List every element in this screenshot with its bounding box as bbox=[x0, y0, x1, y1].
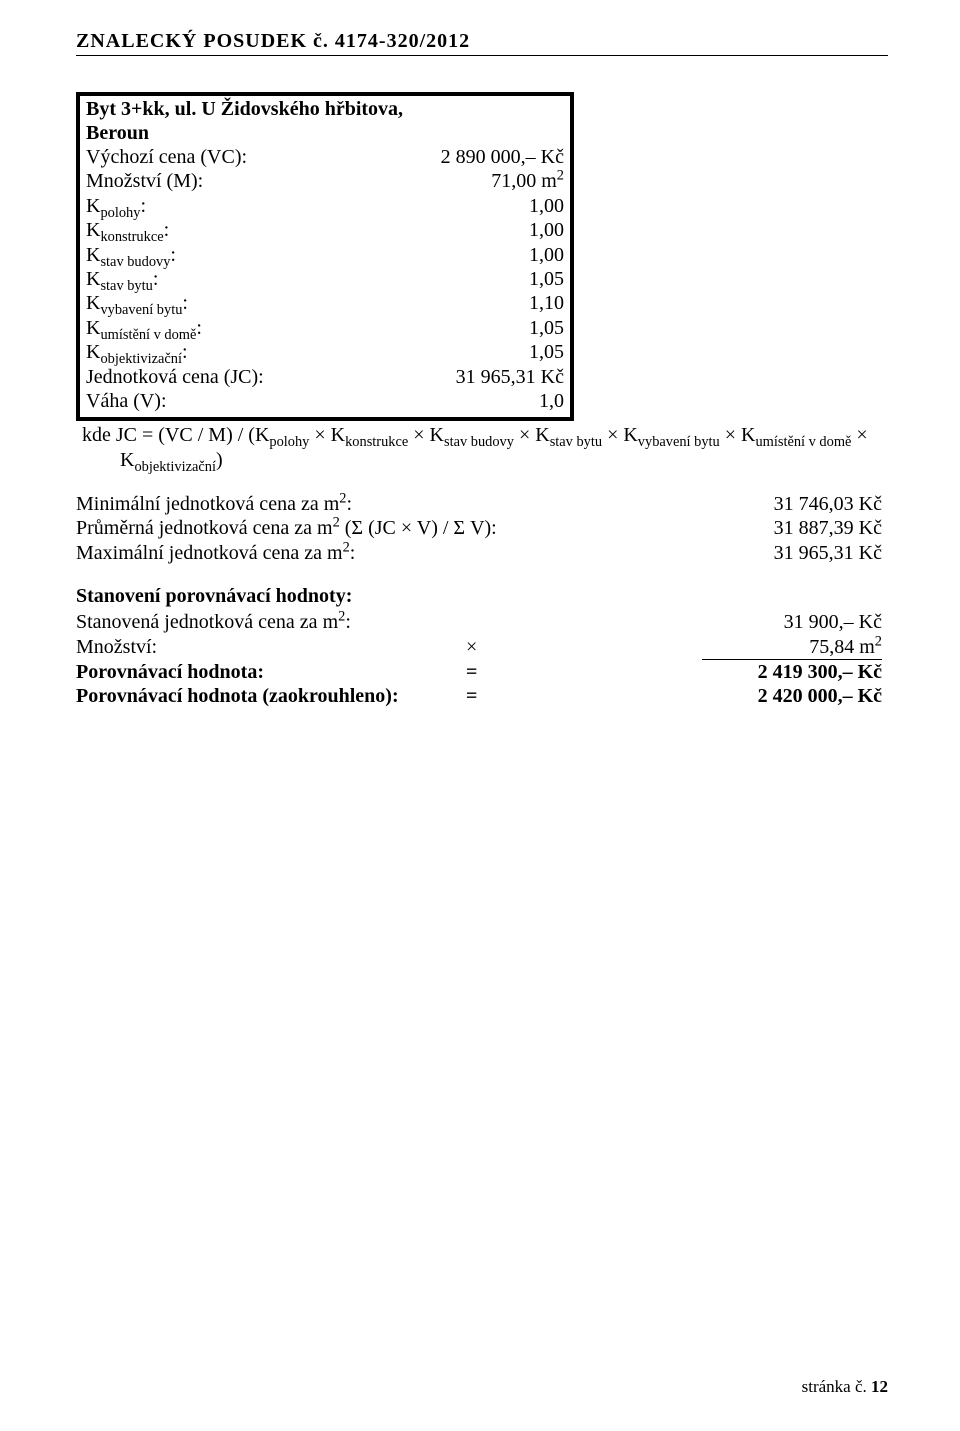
k-stav-budovy-label: Kstav budovy: bbox=[86, 243, 176, 267]
formula: kde JC = (VC / M) / (Kpolohy × Kkonstruk… bbox=[82, 423, 880, 472]
calc-box: Byt 3+kk, ul. U Židovského hřbitova, Ber… bbox=[76, 92, 574, 421]
porov-op: = bbox=[466, 660, 490, 684]
stats-block: Minimální jednotková cena za m2: 31 746,… bbox=[76, 492, 882, 565]
avg-value: 31 887,39 Kč bbox=[732, 516, 882, 540]
porov-z-label: Porovnávací hodnota (zaokrouhleno): bbox=[76, 684, 466, 708]
mnozstvi-value: 75,84 m2 bbox=[702, 635, 882, 660]
stanovena-value: 31 900,– Kč bbox=[490, 610, 882, 634]
k-konstrukce-value: 1,00 bbox=[529, 218, 564, 242]
row-porov-z: Porovnávací hodnota (zaokrouhleno): = 2 … bbox=[76, 684, 882, 708]
max-value: 31 965,31 Kč bbox=[732, 541, 882, 565]
row-m: Množství (M): 71,00 m2 bbox=[86, 169, 564, 193]
row-stanovena: Stanovená jednotková cena za m2: 31 900,… bbox=[76, 610, 882, 634]
k-stav-bytu-label: Kstav bytu: bbox=[86, 267, 158, 291]
k-polohy-label: Kpolohy: bbox=[86, 194, 146, 218]
row-avg: Průměrná jednotková cena za m2 (Σ (JC × … bbox=[76, 516, 882, 540]
max-label: Maximální jednotková cena za m2: bbox=[76, 541, 355, 565]
section-heading: Stanovení porovnávací hodnoty: bbox=[76, 585, 888, 608]
min-label: Minimální jednotková cena za m2: bbox=[76, 492, 352, 516]
row-k-konstrukce: Kkonstrukce: 1,00 bbox=[86, 218, 564, 242]
row-k-obj: Kobjektivizační: 1,05 bbox=[86, 340, 564, 364]
box-title-line-2: Beroun bbox=[86, 121, 564, 145]
porov-z-op: = bbox=[466, 684, 490, 708]
document-header: ZNALECKÝ POSUDEK č. 4174-320/2012 bbox=[76, 30, 888, 56]
row-k-vybaveni: Kvybavení bytu: 1,10 bbox=[86, 291, 564, 315]
box-title-line-1: Byt 3+kk, ul. U Židovského hřbitova, bbox=[86, 97, 564, 121]
row-k-polohy: Kpolohy: 1,00 bbox=[86, 194, 564, 218]
k-obj-value: 1,05 bbox=[529, 340, 564, 364]
results-block: Stanovená jednotková cena za m2: 31 900,… bbox=[76, 610, 882, 709]
row-vaha: Váha (V): 1,0 bbox=[86, 389, 564, 413]
m-label: Množství (M): bbox=[86, 169, 203, 193]
k-stav-budovy-value: 1,00 bbox=[529, 243, 564, 267]
row-max: Maximální jednotková cena za m2: 31 965,… bbox=[76, 541, 882, 565]
min-value: 31 746,03 Kč bbox=[732, 492, 882, 516]
k-polohy-value: 1,00 bbox=[529, 194, 564, 218]
porov-z-value: 2 420 000,– Kč bbox=[490, 684, 882, 708]
avg-label: Průměrná jednotková cena za m2 (Σ (JC × … bbox=[76, 516, 497, 540]
row-vc: Výchozí cena (VC): 2 890 000,– Kč bbox=[86, 145, 564, 169]
row-k-stav-bytu: Kstav bytu: 1,05 bbox=[86, 267, 564, 291]
mnozstvi-op: × bbox=[466, 635, 490, 659]
vc-value: 2 890 000,– Kč bbox=[441, 145, 564, 169]
k-vybaveni-label: Kvybavení bytu: bbox=[86, 291, 188, 315]
porov-label: Porovnávací hodnota: bbox=[76, 660, 466, 684]
k-umisteni-value: 1,05 bbox=[529, 316, 564, 340]
vaha-value: 1,0 bbox=[539, 389, 564, 413]
stanovena-label: Stanovená jednotková cena za m2: bbox=[76, 610, 466, 634]
jc-label: Jednotková cena (JC): bbox=[86, 365, 264, 389]
m-value: 71,00 m2 bbox=[491, 169, 564, 193]
row-min: Minimální jednotková cena za m2: 31 746,… bbox=[76, 492, 882, 516]
row-porov: Porovnávací hodnota: = 2 419 300,– Kč bbox=[76, 660, 882, 684]
row-k-umisteni: Kumístění v domě: 1,05 bbox=[86, 316, 564, 340]
row-k-stav-budovy: Kstav budovy: 1,00 bbox=[86, 243, 564, 267]
footer-label: stránka č. bbox=[802, 1377, 871, 1396]
vaha-label: Váha (V): bbox=[86, 389, 167, 413]
k-umisteni-label: Kumístění v domě: bbox=[86, 316, 202, 340]
jc-value: 31 965,31 Kč bbox=[456, 365, 564, 389]
row-jc: Jednotková cena (JC): 31 965,31 Kč bbox=[86, 365, 564, 389]
k-vybaveni-value: 1,10 bbox=[529, 291, 564, 315]
row-mnozstvi: Množství: × 75,84 m2 bbox=[76, 635, 882, 660]
k-konstrukce-label: Kkonstrukce: bbox=[86, 218, 169, 242]
mnozstvi-label: Množství: bbox=[76, 635, 466, 659]
vc-label: Výchozí cena (VC): bbox=[86, 145, 247, 169]
k-stav-bytu-value: 1,05 bbox=[529, 267, 564, 291]
k-obj-label: Kobjektivizační: bbox=[86, 340, 188, 364]
page-footer: stránka č. 12 bbox=[802, 1377, 888, 1397]
footer-page-number: 12 bbox=[871, 1377, 888, 1396]
porov-value: 2 419 300,– Kč bbox=[490, 660, 882, 684]
